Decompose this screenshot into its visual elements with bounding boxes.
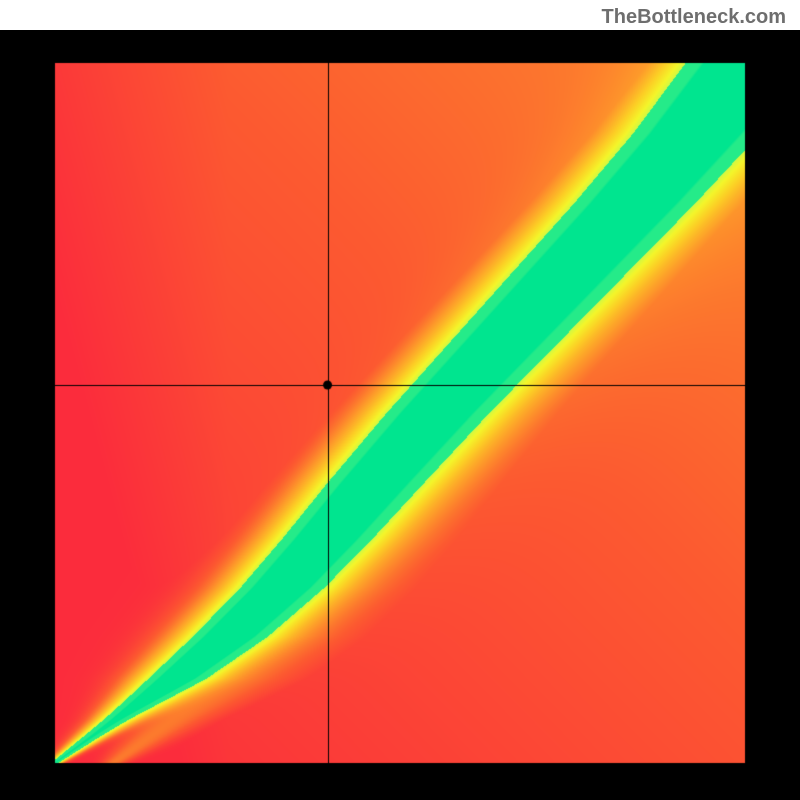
heatmap-canvas <box>0 30 800 800</box>
watermark-label: TheBottleneck.com <box>602 6 786 29</box>
chart-frame <box>0 30 800 800</box>
